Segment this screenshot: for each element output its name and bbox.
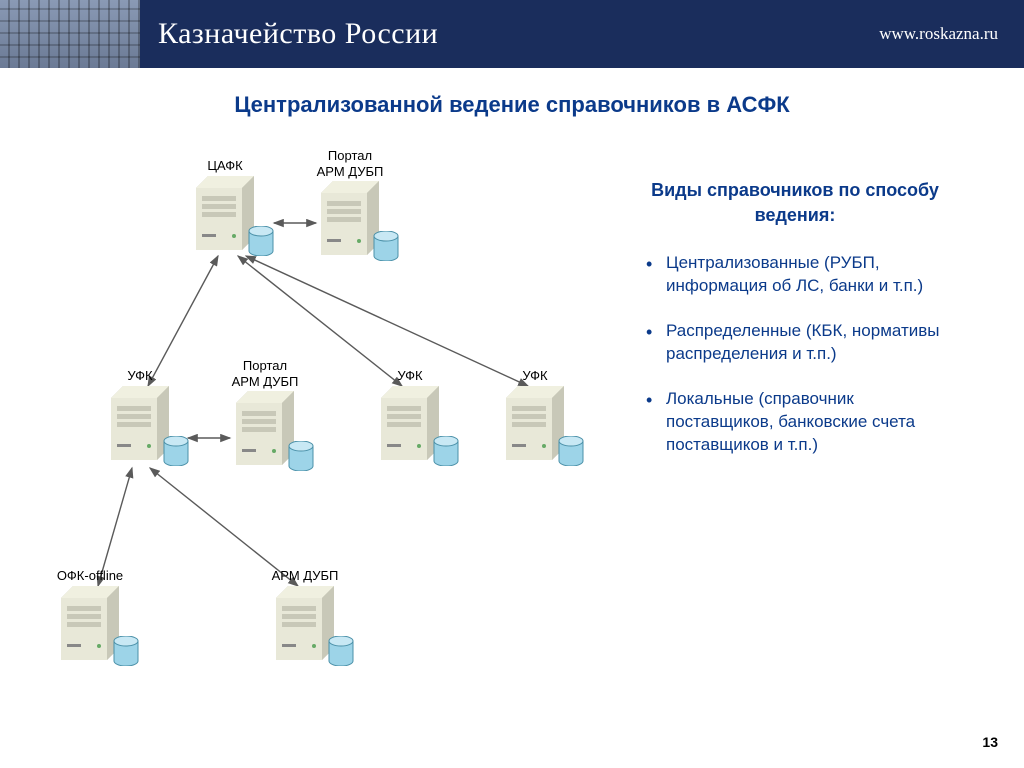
list-item: Централизованные (РУБП, информация об ЛС… xyxy=(640,252,950,298)
side-heading: Виды справочников по способу ведения: xyxy=(640,178,950,228)
server-icon xyxy=(111,386,169,460)
server-node-portal1: Портал АРМ ДУБП xyxy=(310,148,390,255)
server-icon xyxy=(381,386,439,460)
server-label: УФК xyxy=(100,368,180,384)
server-label: Портал АРМ ДУБП xyxy=(225,358,305,389)
database-icon xyxy=(558,436,584,466)
database-icon xyxy=(163,436,189,466)
edge-arrow xyxy=(148,256,218,386)
server-label: ЦАФК xyxy=(185,158,265,174)
side-panel: Виды справочников по способу ведения: Це… xyxy=(640,148,980,708)
building-photo xyxy=(0,0,140,68)
server-label: ОФК-offline xyxy=(50,568,130,584)
server-node-portal2: Портал АРМ ДУБП xyxy=(225,358,305,465)
page-title: Централизованной ведение справочников в … xyxy=(0,92,1024,118)
list-item: Распределенные (КБК, нормативы распредел… xyxy=(640,320,950,366)
server-icon xyxy=(321,181,379,255)
list-item: Локальные (справочник поставщиков, банко… xyxy=(640,388,950,457)
server-node-cafk: ЦАФК xyxy=(185,158,265,250)
side-list: Централизованные (РУБП, информация об ЛС… xyxy=(640,252,950,457)
network-diagram: ЦАФК Портал АРМ ДУБП УФК xyxy=(20,148,640,708)
server-icon xyxy=(196,176,254,250)
server-node-arm3: АРМ ДУБП xyxy=(265,568,345,660)
header-url: www.roskazna.ru xyxy=(879,24,998,44)
server-icon xyxy=(506,386,564,460)
server-node-ufk2: УФК xyxy=(370,368,450,460)
database-icon xyxy=(248,226,274,256)
server-node-ufk3: УФК xyxy=(495,368,575,460)
server-node-ofk: ОФК-offline xyxy=(50,568,130,660)
server-icon xyxy=(236,391,294,465)
server-node-ufk1: УФК xyxy=(100,368,180,460)
server-label: Портал АРМ ДУБП xyxy=(310,148,390,179)
server-label: УФК xyxy=(495,368,575,384)
page-number: 13 xyxy=(982,734,998,750)
database-icon xyxy=(433,436,459,466)
database-icon xyxy=(373,231,399,261)
database-icon xyxy=(113,636,139,666)
database-icon xyxy=(288,441,314,471)
server-label: АРМ ДУБП xyxy=(265,568,345,584)
server-icon xyxy=(276,586,334,660)
header-bar: Казначейство России www.roskazna.ru xyxy=(0,0,1024,68)
server-label: УФК xyxy=(370,368,450,384)
server-icon xyxy=(61,586,119,660)
database-icon xyxy=(328,636,354,666)
header-title: Казначейство России xyxy=(158,17,438,51)
content-row: ЦАФК Портал АРМ ДУБП УФК xyxy=(0,148,1024,708)
